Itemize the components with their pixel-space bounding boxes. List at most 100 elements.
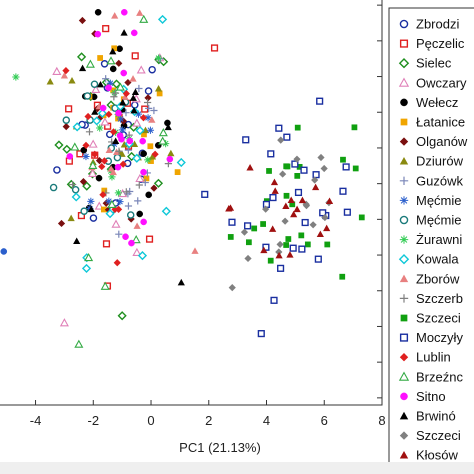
data-point <box>150 184 158 192</box>
data-point <box>276 240 284 249</box>
legend-marker <box>398 371 410 381</box>
data-point <box>91 150 99 158</box>
data-point <box>130 29 138 37</box>
legend-marker <box>399 235 409 244</box>
data-point <box>78 64 87 72</box>
data-point <box>133 222 141 229</box>
series-22 <box>225 163 334 259</box>
data-point <box>126 137 134 145</box>
data-point <box>153 178 164 188</box>
data-point <box>89 214 98 222</box>
series-9 <box>82 79 155 213</box>
data-point <box>65 105 73 113</box>
data-point <box>283 163 290 170</box>
legend-label: Guzówk <box>416 173 463 188</box>
legend-item: Brwinó <box>399 409 456 424</box>
data-point <box>115 59 123 67</box>
data-point <box>124 78 132 87</box>
data-point <box>300 166 308 174</box>
data-point <box>92 116 102 126</box>
data-point <box>325 197 334 205</box>
legend-item: Pęczelic <box>399 36 465 51</box>
data-point <box>76 150 84 158</box>
x-tick-label: -4 <box>30 413 42 428</box>
legend-label: Zbrodzi <box>416 17 459 32</box>
data-point <box>146 126 155 134</box>
legend-marker <box>399 157 409 165</box>
data-point <box>316 230 324 238</box>
data-point <box>68 77 76 84</box>
legend-item: Kłosów <box>399 448 459 463</box>
data-point <box>269 225 277 232</box>
legend-label: Wełecz <box>416 95 458 110</box>
data-point <box>71 192 81 202</box>
x-axis-title: PC1 (21.13%) <box>179 440 261 455</box>
data-point <box>87 197 95 205</box>
data-point <box>270 296 278 304</box>
legend-marker <box>399 215 409 225</box>
data-point <box>242 136 250 144</box>
legend: Zbrodzi Pęczelic Sielec Owczary Wełecz Łatani… <box>388 7 474 474</box>
data-point <box>129 94 137 101</box>
data-point <box>275 248 283 256</box>
data-point <box>176 157 186 168</box>
data-point <box>110 140 118 148</box>
data-point <box>166 155 174 163</box>
data-point <box>49 183 58 192</box>
data-point <box>102 240 111 248</box>
data-point <box>279 170 287 178</box>
legend-label: Łatanice <box>416 115 465 130</box>
data-point <box>106 79 114 87</box>
data-point <box>154 54 163 62</box>
data-point <box>96 80 105 88</box>
data-point <box>167 149 175 157</box>
x-tick-label: 8 <box>378 413 385 428</box>
data-point <box>122 109 130 117</box>
data-point <box>132 153 142 163</box>
data-point <box>324 241 331 248</box>
data-point <box>118 126 126 134</box>
data-point <box>281 217 289 225</box>
legend-marker <box>399 333 409 342</box>
data-point <box>134 110 143 118</box>
data-point <box>114 163 122 171</box>
data-point <box>109 47 117 55</box>
data-point <box>141 131 147 138</box>
data-point <box>82 141 90 149</box>
plot-area <box>0 8 365 348</box>
data-point <box>164 123 172 131</box>
data-point <box>304 241 311 248</box>
legend-marker <box>400 98 408 107</box>
data-point <box>285 236 292 242</box>
data-point <box>323 224 331 232</box>
data-point <box>309 221 317 229</box>
data-point <box>141 105 149 113</box>
data-point <box>154 84 163 92</box>
data-point <box>120 69 128 77</box>
legend-item: Męćmie <box>399 193 462 208</box>
data-point <box>101 206 107 213</box>
legend-label: Męćmie <box>416 213 462 228</box>
data-point <box>57 219 66 228</box>
data-point <box>134 197 142 205</box>
legend-marker <box>399 196 409 205</box>
data-point <box>283 192 290 199</box>
data-point <box>131 235 141 244</box>
legend-item: Brzeźnc <box>398 369 463 384</box>
data-point <box>136 9 144 16</box>
legend-label: Sitno <box>416 389 446 404</box>
data-point <box>12 73 20 81</box>
data-point <box>120 140 128 148</box>
plot-frame <box>0 0 383 406</box>
legend-label: Sielec <box>416 56 452 71</box>
data-point <box>99 191 107 199</box>
data-point <box>144 114 152 122</box>
data-point <box>144 156 152 164</box>
data-point <box>150 106 158 115</box>
x-tick-label: 6 <box>321 413 328 428</box>
legend-item: Kowala <box>398 252 459 267</box>
legend-marker <box>399 294 409 303</box>
data-point <box>105 197 113 205</box>
data-point <box>120 8 128 16</box>
